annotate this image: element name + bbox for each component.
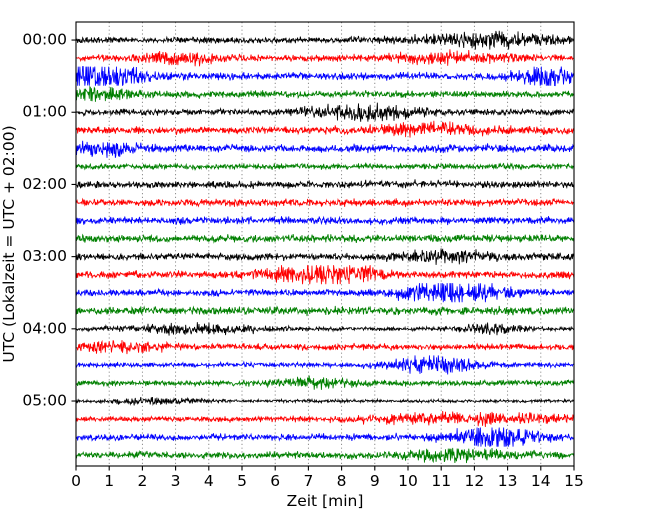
y-tick-label: 04:00 (22, 319, 67, 337)
trace-0100 (75, 102, 575, 122)
trace-0500 (75, 396, 575, 406)
trace-lines (75, 30, 575, 464)
y-axis-title: UTC (Lokalzeit = UTC + 02:00) (0, 125, 18, 362)
x-tick-label: 8 (337, 472, 347, 490)
trace-0530 (75, 427, 575, 447)
x-tick-label: 10 (398, 472, 418, 490)
trace-0445 (75, 375, 575, 390)
trace-0415 (75, 339, 575, 355)
trace-0115 (75, 120, 575, 138)
trace-0315 (75, 264, 575, 285)
trace-0130 (75, 140, 575, 158)
trace-0330 (75, 283, 575, 303)
trace-0215 (75, 197, 575, 208)
trace-0245 (75, 233, 575, 244)
x-tick-label: 4 (204, 472, 214, 490)
x-tick-label: 12 (465, 472, 485, 490)
x-axis-title: Zeit [min] (287, 492, 364, 510)
y-tick-label: 00:00 (22, 31, 67, 49)
x-tick-label: 5 (237, 472, 247, 490)
x-tick-label: 14 (531, 472, 551, 490)
x-tick-label: 0 (71, 472, 81, 490)
trace-0030 (75, 66, 575, 87)
trace-0545 (75, 447, 575, 464)
trace-0015 (75, 49, 575, 67)
trace-0045 (75, 85, 575, 102)
x-tick-label: 13 (498, 472, 518, 490)
y-tick-label: 01:00 (22, 103, 67, 121)
y-tick-label: 03:00 (22, 247, 67, 265)
x-tick-label: 3 (171, 472, 181, 490)
x-tick-label: 15 (564, 472, 584, 490)
x-tick-label: 1 (104, 472, 114, 490)
trace-0230 (75, 215, 575, 226)
y-tick-label: 02:00 (22, 175, 67, 193)
trace-0200 (75, 179, 575, 189)
trace-0430 (75, 355, 575, 375)
trace-0000 (75, 30, 575, 50)
x-tick-label: 7 (303, 472, 313, 490)
x-tick-label: 2 (137, 472, 147, 490)
x-axis-ticks: 0 1 2 3 4 5 6 7 8 9 10 11 12 13 14 15 (71, 466, 584, 490)
x-tick-label: 9 (370, 472, 380, 490)
trace-0145 (75, 162, 575, 172)
trace-0300 (75, 248, 575, 265)
y-tick-label: 05:00 (22, 392, 67, 410)
trace-0515 (75, 410, 575, 427)
axes-frame (75, 21, 575, 467)
y-axis-ticks: 00:00 01:00 02:00 03:00 04:00 05:00 (22, 31, 76, 410)
x-tick-label: 6 (270, 472, 280, 490)
trace-0400 (75, 322, 575, 336)
x-tick-label: 11 (431, 472, 451, 490)
trace-0345 (75, 305, 575, 317)
